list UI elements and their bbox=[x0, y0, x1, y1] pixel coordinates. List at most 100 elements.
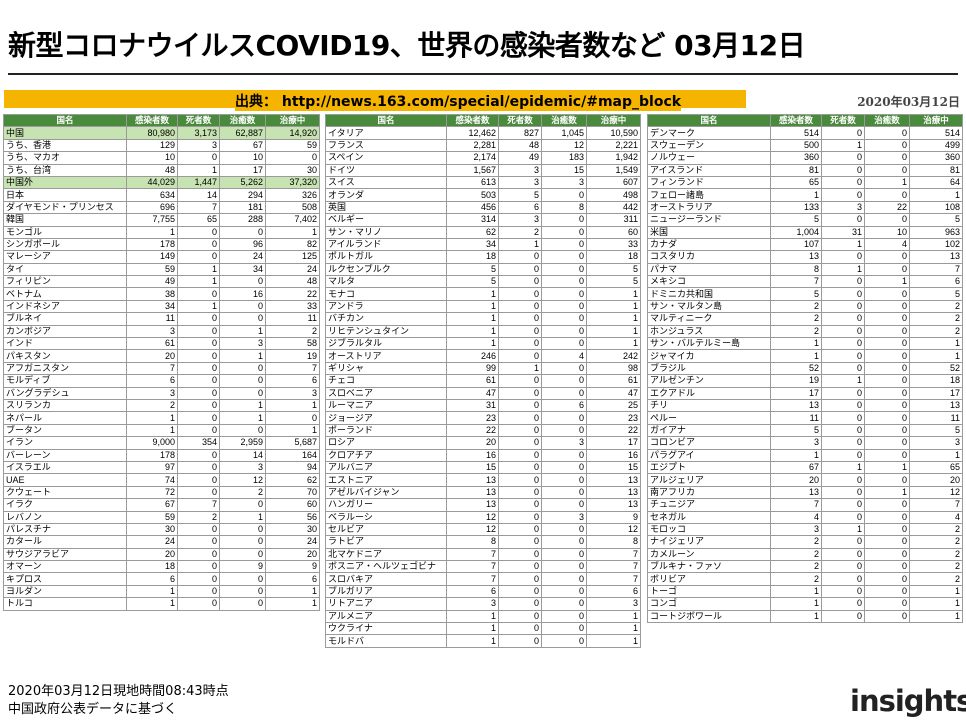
table-row: アルジェリア 20 0 0 20 bbox=[647, 473, 963, 487]
cell-recovered: 181 bbox=[219, 200, 266, 215]
table-row: パナマ 8 1 0 7 bbox=[647, 262, 963, 277]
cell-active: 7 bbox=[586, 547, 641, 562]
cell-active: 15 bbox=[586, 460, 641, 475]
cell-recovered: 0 bbox=[864, 510, 910, 524]
cell-active: 7 bbox=[909, 498, 963, 512]
cell-active: 24 bbox=[265, 535, 320, 549]
cell-deaths: 1 bbox=[177, 275, 220, 289]
cell-active: 963 bbox=[909, 225, 963, 239]
cell-recovered: 1 bbox=[864, 275, 910, 289]
cell-cases: 133 bbox=[770, 200, 822, 215]
table-row: アンドラ 1 0 0 1 bbox=[325, 299, 641, 314]
cell-active: 18 bbox=[909, 374, 963, 388]
cell-cases: 16 bbox=[446, 448, 499, 462]
cell-cases: 503 bbox=[446, 188, 499, 202]
cell-active: 498 bbox=[586, 188, 641, 202]
cell-cases: 13 bbox=[770, 485, 822, 500]
cell-cases: 1 bbox=[770, 609, 822, 624]
cell-cases: 1 bbox=[446, 337, 499, 351]
cell-cases: 3 bbox=[446, 597, 499, 611]
cell-cases: 2 bbox=[770, 535, 822, 549]
table-row: コスタリカ 13 0 0 13 bbox=[647, 250, 963, 264]
cell-cases: 30 bbox=[126, 522, 178, 537]
cell-recovered: 12 bbox=[541, 138, 587, 153]
cell-deaths: 1 bbox=[821, 138, 865, 153]
table-row: エジプト 67 1 1 65 bbox=[647, 460, 963, 475]
cell-deaths: 0 bbox=[821, 609, 865, 624]
cell-country: ハンガリー bbox=[325, 498, 447, 512]
cell-deaths: 0 bbox=[821, 337, 865, 351]
cell-deaths: 0 bbox=[821, 299, 865, 314]
cell-country: 米国 bbox=[647, 225, 771, 239]
cell-country: フィンランド bbox=[647, 175, 771, 190]
cell-active: 5 bbox=[909, 213, 963, 227]
table-row: パラグアイ 1 0 0 1 bbox=[647, 448, 963, 462]
cell-recovered: 0 bbox=[541, 460, 587, 475]
cell-recovered: 0 bbox=[541, 473, 587, 487]
cell-deaths: 0 bbox=[821, 163, 865, 177]
cell-recovered: 0 bbox=[219, 361, 266, 376]
cell-cases: 62 bbox=[446, 225, 499, 239]
cell-active: 2 bbox=[909, 522, 963, 537]
cell-recovered: 0 bbox=[541, 597, 587, 611]
cell-recovered: 0 bbox=[864, 324, 910, 339]
cell-cases: 11 bbox=[126, 312, 178, 326]
cell-country: ペルー bbox=[647, 411, 771, 425]
cell-active: 10,590 bbox=[586, 126, 641, 140]
cell-country: パナマ bbox=[647, 262, 771, 277]
cell-cases: 1 bbox=[446, 621, 499, 636]
table-row: 中国 80,980 3,173 62,887 14,920 bbox=[3, 126, 320, 140]
table-row: カナダ 107 1 4 102 bbox=[647, 237, 963, 252]
col-header-country: 国名 bbox=[647, 113, 771, 128]
table-row: ネパール 1 0 1 0 bbox=[3, 411, 320, 425]
cell-cases: 12 bbox=[446, 510, 499, 524]
cell-deaths: 3 bbox=[498, 163, 542, 177]
cell-deaths: 0 bbox=[821, 398, 865, 413]
cell-deaths: 0 bbox=[498, 423, 542, 438]
cell-country: バングラデシュ bbox=[3, 386, 127, 401]
cell-recovered: 4 bbox=[541, 349, 587, 363]
cell-cases: 3 bbox=[126, 386, 178, 401]
table-row: パキスタン 20 0 1 19 bbox=[3, 349, 320, 363]
cell-recovered: 0 bbox=[864, 584, 910, 599]
cell-cases: 6 bbox=[126, 374, 178, 388]
table-row: 日本 634 14 294 326 bbox=[3, 188, 320, 202]
cell-deaths: 0 bbox=[498, 312, 542, 326]
cell-cases: 149 bbox=[126, 250, 178, 264]
cell-deaths: 3 bbox=[498, 213, 542, 227]
cell-cases: 7 bbox=[446, 560, 499, 574]
cell-deaths: 0 bbox=[498, 510, 542, 524]
cell-deaths: 0 bbox=[821, 510, 865, 524]
cell-country: エストニア bbox=[325, 473, 447, 487]
col-header-recovered: 治癒数 bbox=[541, 113, 587, 128]
table-row: インドネシア 34 1 0 33 bbox=[3, 299, 320, 314]
cell-deaths: 0 bbox=[177, 386, 220, 401]
table-row: ブルキナ・ファソ 2 0 0 2 bbox=[647, 560, 963, 574]
cell-recovered: 0 bbox=[864, 299, 910, 314]
cell-recovered: 0 bbox=[864, 126, 910, 140]
cell-country: イスラエル bbox=[3, 460, 127, 475]
cell-cases: 65 bbox=[770, 175, 822, 190]
cell-country: コロンビア bbox=[647, 436, 771, 450]
cell-cases: 4 bbox=[770, 510, 822, 524]
table-row: ドイツ 1,567 3 15 1,549 bbox=[325, 163, 641, 177]
cell-recovered: 1 bbox=[864, 175, 910, 190]
cell-cases: 1 bbox=[446, 609, 499, 624]
cell-deaths: 0 bbox=[498, 262, 542, 277]
cell-active: 1 bbox=[586, 287, 641, 301]
cell-deaths: 0 bbox=[821, 473, 865, 487]
table-row: オランダ 503 5 0 498 bbox=[325, 188, 641, 202]
cell-cases: 2 bbox=[770, 312, 822, 326]
cell-recovered: 0 bbox=[541, 262, 587, 277]
cell-deaths: 0 bbox=[498, 572, 542, 586]
cell-active: 311 bbox=[586, 213, 641, 227]
cell-cases: 61 bbox=[126, 337, 178, 351]
cell-active: 20 bbox=[265, 547, 320, 562]
cell-deaths: 0 bbox=[821, 151, 865, 165]
table-row: 米国 1,004 31 10 963 bbox=[647, 225, 963, 239]
cell-recovered: 294 bbox=[219, 188, 266, 202]
cell-active: 1 bbox=[586, 621, 641, 636]
cell-recovered: 0 bbox=[864, 138, 910, 153]
cell-recovered: 0 bbox=[541, 374, 587, 388]
cell-country: フェロー諸島 bbox=[647, 188, 771, 202]
